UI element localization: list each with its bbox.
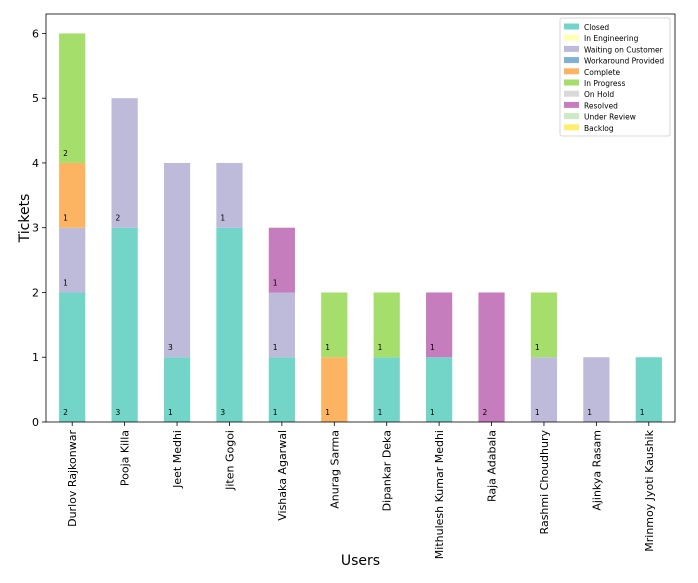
x-tick-label-mrinmoy-jyoti-kaushik: Mrinmoy Jyoti Kaushik [643,429,656,551]
bar-segment-anurag-sarma-complete [321,357,348,422]
data-label-durlov-rajkonwar-complete: 1 [63,214,68,223]
x-tick-label-mithulesh-kumar-medhi: Mithulesh Kumar Medhi [433,430,446,559]
data-label-mithulesh-kumar-medhi-closed: 1 [430,408,435,417]
bar-segment-mrinmoy-jyoti-kaushik-closed [635,357,662,422]
bar-segment-pooja-killa-closed [111,227,138,422]
data-label-dipankar-deka-in-progress: 1 [378,343,383,352]
bar-segment-durlov-rajkonwar-closed [59,292,86,422]
x-tick-label-rashmi-choudhury: Rashmi Choudhury [538,430,551,535]
data-label-durlov-rajkonwar-in-progress: 2 [63,149,68,158]
data-label-anurag-sarma-complete: 1 [325,408,330,417]
legend-entry-backlog: Backlog [584,124,614,133]
x-tick-label-anurag-sarma: Anurag Sarma [328,430,341,509]
legend-entry-on-hold: On Hold [584,90,614,99]
bar-segment-rashmi-choudhury-in-progress [530,292,558,358]
bar-segment-mithulesh-kumar-medhi-closed [426,357,453,422]
bar-segment-anurag-sarma-in-progress [321,292,348,358]
plot-frame [45,13,676,423]
data-label-vishaka-agarwal-resolved: 1 [273,278,278,287]
bar-segment-jeet-medhi-waiting-on-customer [163,162,191,358]
bar-segment-durlov-rajkonwar-waiting-on-customer [59,227,86,293]
bar-segment-durlov-rajkonwar-in-progress [59,33,86,163]
legend-entry-resolved: Resolved [584,101,618,110]
x-tick-label-jiten-gogoi: Jiten Gogoi [223,430,236,491]
y-axis: 0 1 2 3 4 5 6 [32,27,46,429]
data-label-durlov-rajkonwar-waiting-on-customer: 1 [63,278,68,287]
bar-segment-durlov-rajkonwar-complete [59,162,86,228]
data-label-rashmi-choudhury-waiting-on-customer: 1 [535,408,540,417]
data-label-rashmi-choudhury-in-progress: 1 [535,343,540,352]
bar-segment-vishaka-agarwal-resolved [268,227,295,293]
legend-entry-complete: Complete [584,68,621,77]
x-tick-label-durlov-rajkonwar: Durlov Rajkonwar [66,430,79,527]
data-label-jeet-medhi-waiting-on-customer: 3 [168,343,173,352]
legend-swatch-resolved [564,101,579,108]
legend-entry-under-review: Under Review [584,113,636,122]
y-axis-title: Tickets [17,194,33,244]
legend-swatch-on-hold [564,90,579,97]
legend-box [559,17,671,137]
data-label-pooja-killa-waiting-on-customer: 2 [116,214,121,223]
legend-swatch-closed [564,23,579,30]
y-tick-label: 6 [32,27,39,40]
data-label-durlov-rajkonwar-closed: 2 [63,408,68,417]
data-label-mrinmoy-jyoti-kaushik-closed: 1 [640,408,645,417]
data-label-jiten-gogoi-closed: 3 [220,408,225,417]
x-tick-label-ajinkya-rasam: Ajinkya Rasam [590,430,603,511]
legend-swatch-under-review [564,113,579,120]
data-label-anurag-sarma-in-progress: 1 [325,343,330,352]
legend-swatch-backlog [564,124,579,131]
legend-swatch-in-progress [564,79,579,86]
x-tick-label-jeet-medhi: Jeet Medhi [171,430,184,489]
legend-entry-closed: Closed [584,23,609,32]
y-tick-label: 2 [32,286,39,299]
data-label-jiten-gogoi-waiting-on-customer: 1 [220,214,225,223]
bar-segment-vishaka-agarwal-closed [268,357,295,422]
y-tick-label: 3 [32,222,39,235]
bar-segment-raja-adabala-resolved [478,292,505,422]
legend-swatch-in-engineering [564,34,579,41]
legend-entry-in-progress: In Progress [584,79,625,88]
legend-entry-in-engineering: In Engineering [584,34,639,43]
bar-segment-jeet-medhi-closed [163,357,191,422]
x-tick-label-dipankar-deka: Dipankar Deka [381,430,394,511]
data-label-vishaka-agarwal-closed: 1 [273,408,278,417]
legend-swatch-workaround-provided [564,57,579,64]
data-label-dipankar-deka-closed: 1 [378,408,383,417]
x-axis: Durlov Rajkonwar Pooja Killa Jeet Medhi Jit… [66,422,656,559]
x-axis-title: Users [341,553,380,569]
bar-segment-vishaka-agarwal-waiting-on-customer [268,292,295,358]
y-tick-label: 4 [32,157,39,170]
data-label-mithulesh-kumar-medhi-resolved: 1 [430,343,435,352]
data-label-raja-adabala-resolved: 2 [482,408,487,417]
legend-swatch-waiting-on-customer [564,45,579,52]
data-label-jeet-medhi-closed: 1 [168,408,173,417]
bar-segment-jiten-gogoi-closed [216,227,243,422]
x-tick-label-vishaka-agarwal: Vishaka Agarwal [276,430,289,521]
y-tick-label: 5 [32,92,39,105]
bar-labels-layer: 2 1 1 2 3 2 1 3 3 1 1 1 1 1 1 1 1 1 1 2 1 1 1 1 [63,149,645,417]
bar-segment-dipankar-deka-in-progress [373,292,400,358]
bar-segment-mithulesh-kumar-medhi-resolved [426,292,453,358]
y-tick-label: 0 [32,416,39,429]
bar-segment-dipankar-deka-closed [373,357,400,422]
data-label-pooja-killa-closed: 3 [116,408,121,417]
data-label-vishaka-agarwal-waiting-on-customer: 1 [273,343,278,352]
bar-segment-jiten-gogoi-waiting-on-customer [216,162,243,228]
legend: Closed In Engineering Waiting on Customer W… [559,17,671,137]
data-label-ajinkya-rasam-waiting-on-customer: 1 [587,408,592,417]
legend-swatch-complete [564,68,579,75]
x-tick-label-raja-adabala: Raja Adabala [486,430,499,502]
bar-segment-ajinkya-rasam-waiting-on-customer [583,357,610,422]
x-tick-label-pooja-killa: Pooja Killa [119,430,132,486]
legend-entry-waiting-on-customer: Waiting on Customer [584,45,664,54]
bars-layer [59,33,662,422]
legend-entry-workaround-provided: Workaround Provided [584,57,664,66]
y-tick-label: 1 [32,351,39,364]
bar-segment-pooja-killa-waiting-on-customer [111,98,138,228]
bar-segment-rashmi-choudhury-waiting-on-customer [530,357,558,422]
